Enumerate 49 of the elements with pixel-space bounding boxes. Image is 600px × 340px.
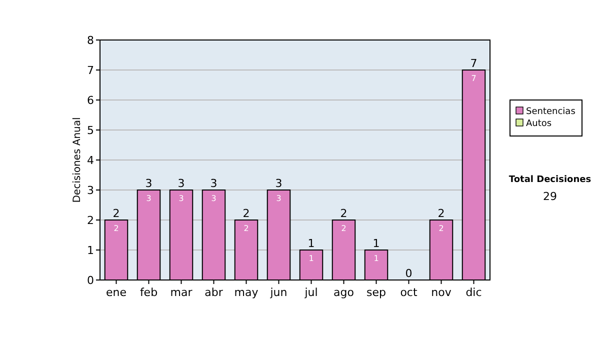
x-tick-label: dic [466, 286, 482, 299]
data-label: 2 [341, 224, 346, 233]
data-label: 3 [146, 194, 152, 203]
data-label: 1 [308, 254, 314, 263]
x-tick-label: ago [334, 286, 354, 299]
y-tick-label: 1 [87, 244, 94, 257]
total-label: 1 [372, 237, 380, 250]
x-tick-label: abr [204, 286, 224, 299]
y-tick-label: 0 [87, 274, 94, 287]
total-label: 2 [112, 207, 120, 220]
total-label: 3 [210, 177, 218, 190]
data-label: 1 [374, 254, 379, 263]
x-tick-label: jul [304, 286, 318, 299]
total-label: 2 [340, 207, 348, 220]
total-label: 2 [438, 207, 445, 220]
data-label: 2 [438, 224, 444, 233]
total-label: 7 [470, 57, 478, 70]
text: Total Decisiones [508, 175, 592, 185]
y-axis-title: Decisiones Anual [72, 117, 83, 203]
x-tick-label: mar [170, 286, 193, 299]
data-label: 3 [276, 194, 282, 203]
x-tick-label: sep [366, 286, 386, 299]
total-label: 3 [275, 177, 282, 190]
total-label: 3 [178, 177, 185, 190]
x-tick-label: ene [106, 286, 127, 299]
y-tick-label: 5 [87, 124, 94, 137]
total-label: 3 [145, 177, 152, 190]
x-tick-label: nov [431, 286, 452, 299]
y-tick-label: 4 [87, 154, 94, 167]
x-tick-label: jun [269, 286, 288, 299]
data-label: 3 [178, 194, 184, 203]
total-label: 0 [405, 267, 412, 280]
total-label: 2 [242, 207, 250, 220]
x-tick-label: oct [400, 286, 418, 299]
x-tick-label: may [234, 286, 259, 299]
data-label: 2 [114, 224, 119, 233]
y-tick-label: 3 [87, 184, 94, 197]
y-tick-label: 6 [87, 94, 94, 107]
legend-label: Sentencias [526, 107, 576, 117]
data-label: 7 [471, 74, 476, 83]
legend-label: Autos [526, 119, 552, 129]
text: 29 [543, 190, 557, 203]
y-tick-label: 2 [87, 214, 94, 227]
data-label: 3 [211, 194, 216, 203]
y-tick-label: 8 [87, 34, 94, 47]
y-tick-label: 7 [87, 64, 94, 77]
data-label: 2 [244, 224, 249, 233]
total-label: 1 [308, 237, 315, 250]
x-tick-label: feb [140, 286, 158, 299]
